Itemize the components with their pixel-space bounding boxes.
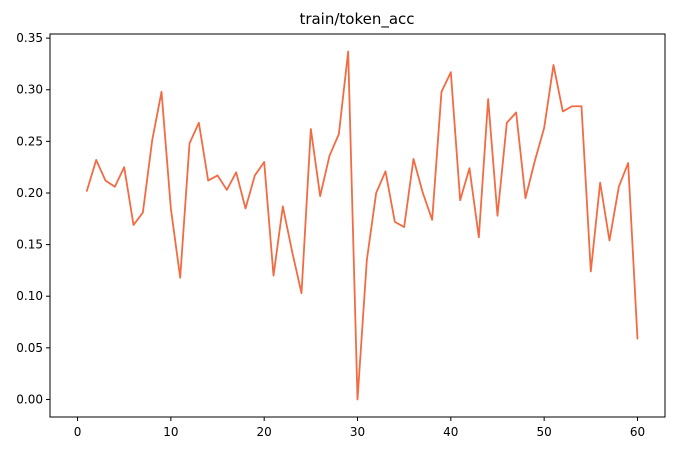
y-tick-label: 0.25 xyxy=(16,134,43,148)
x-tick-label: 0 xyxy=(74,425,82,439)
y-tick-label: 0.20 xyxy=(16,186,43,200)
series-line xyxy=(85,50,639,401)
x-tick-label: 60 xyxy=(630,425,645,439)
y-tick-label: 0.30 xyxy=(16,83,43,97)
x-tick-label: 30 xyxy=(350,425,365,439)
y-tick-label: 0.35 xyxy=(16,31,43,45)
x-tick-label: 40 xyxy=(443,425,458,439)
y-tick-label: 0.00 xyxy=(16,392,43,406)
x-axis: 0 10 20 30 40 50 60 xyxy=(74,417,645,439)
axes-frame xyxy=(49,33,666,418)
x-tick-label: 50 xyxy=(537,425,552,439)
x-tick-label: 10 xyxy=(163,425,178,439)
y-tick-label: 0.10 xyxy=(16,289,43,303)
y-tick-label: 0.15 xyxy=(16,238,43,252)
chart-title: train/token_acc xyxy=(299,10,414,29)
plot-series xyxy=(85,50,639,401)
y-tick-label: 0.05 xyxy=(16,341,43,355)
y-axis: 0.00 0.05 0.10 0.15 0.20 0.25 0.30 0.35 xyxy=(16,31,50,406)
x-tick-label: 20 xyxy=(257,425,272,439)
